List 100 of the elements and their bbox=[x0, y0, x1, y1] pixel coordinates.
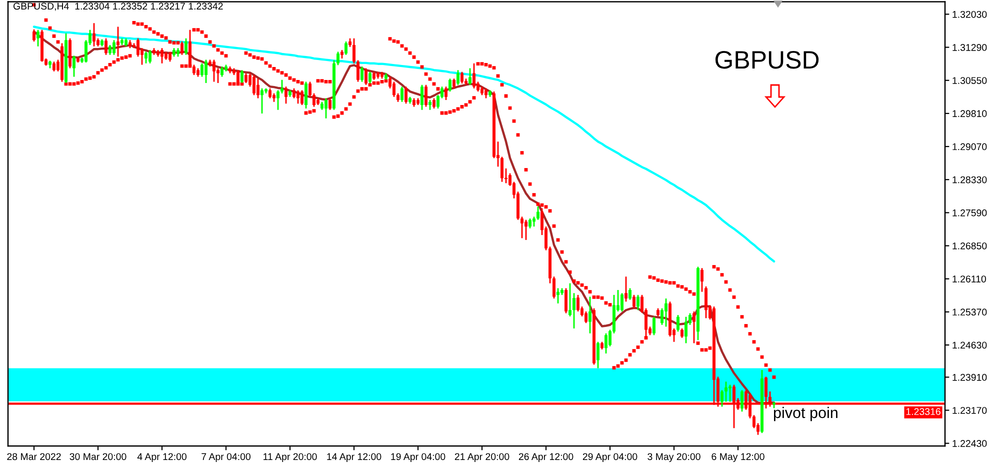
candlestick bbox=[308, 81, 312, 98]
candlestick bbox=[680, 328, 684, 339]
candlestick bbox=[312, 92, 316, 108]
y-tick-label: 1.31290 bbox=[952, 44, 987, 51]
x-tick-label: 7 Apr 04:00 bbox=[202, 453, 250, 462]
annotation: GBPUSD bbox=[715, 51, 819, 69]
candlestick bbox=[740, 389, 744, 412]
candlestick bbox=[752, 414, 756, 429]
candlestick bbox=[324, 98, 328, 120]
x-tick-label: 6 May 12:00 bbox=[712, 453, 764, 462]
candlestick bbox=[524, 219, 528, 241]
x-tick-label: 21 Apr 20:00 bbox=[454, 453, 510, 462]
candlestick bbox=[460, 71, 464, 84]
candlestick bbox=[500, 156, 504, 183]
x-tick-label: 3 May 20:00 bbox=[648, 453, 700, 462]
candlestick bbox=[204, 59, 208, 84]
candlestick bbox=[200, 62, 204, 78]
candlestick bbox=[572, 292, 576, 330]
candlestick bbox=[360, 66, 364, 82]
candlestick bbox=[624, 276, 628, 302]
candlestick bbox=[552, 276, 556, 300]
annotation: pivot poin bbox=[774, 406, 838, 422]
candlestick bbox=[280, 79, 284, 94]
candlestick bbox=[276, 90, 280, 111]
y-tick-label: 1.27590 bbox=[952, 209, 987, 216]
ref-line-label: 1.23316 bbox=[906, 408, 940, 416]
y-tick-label: 1.29070 bbox=[952, 143, 987, 150]
candlestick bbox=[392, 81, 396, 98]
candlestick bbox=[528, 218, 532, 230]
y-tick-label: 1.23170 bbox=[952, 406, 987, 414]
candlestick bbox=[700, 267, 704, 292]
candlestick bbox=[604, 332, 608, 354]
candlestick bbox=[244, 72, 248, 84]
candlestick bbox=[400, 86, 404, 103]
candlestick bbox=[32, 28, 36, 42]
x-tick-label: 29 Apr 04:00 bbox=[582, 453, 638, 462]
candlestick bbox=[188, 29, 192, 66]
candlestick bbox=[628, 288, 632, 301]
candlestick bbox=[724, 380, 728, 402]
candlestick bbox=[584, 310, 588, 324]
candlestick bbox=[444, 86, 448, 101]
candlestick bbox=[472, 62, 476, 90]
candlestick bbox=[428, 99, 432, 111]
candlestick bbox=[652, 316, 656, 336]
candlestick bbox=[92, 22, 96, 48]
candlestick bbox=[136, 38, 140, 58]
candlestick bbox=[192, 64, 196, 76]
candlestick bbox=[356, 60, 360, 82]
y-tick-label: 1.30550 bbox=[952, 77, 987, 84]
candlestick bbox=[108, 44, 112, 56]
candlestick bbox=[212, 59, 216, 82]
candlestick bbox=[664, 298, 668, 328]
y-tick-label: 1.26110 bbox=[952, 276, 986, 282]
candlestick bbox=[452, 78, 456, 90]
chart-title: GBPUSD,H4 1.23304 1.23352 1.23217 1.23342 bbox=[13, 2, 223, 11]
candlestick bbox=[636, 294, 640, 311]
candlestick bbox=[252, 74, 256, 96]
candlestick bbox=[692, 310, 696, 344]
candlestick bbox=[520, 216, 524, 239]
candlestick bbox=[352, 38, 356, 64]
candlestick bbox=[180, 40, 184, 56]
candlestick bbox=[536, 206, 540, 221]
candlestick bbox=[148, 49, 152, 64]
candlestick bbox=[448, 78, 452, 92]
candlestick bbox=[116, 26, 120, 58]
y-tick-label: 1.24630 bbox=[952, 342, 987, 349]
candlestick bbox=[468, 68, 472, 86]
y-tick-label: 1.23910 bbox=[952, 374, 987, 381]
candlestick bbox=[364, 68, 368, 86]
candlestick bbox=[576, 294, 580, 312]
candlestick bbox=[620, 292, 624, 312]
candlestick bbox=[220, 66, 224, 78]
candlestick bbox=[184, 38, 188, 56]
candlestick bbox=[720, 389, 724, 408]
candlestick bbox=[596, 341, 600, 369]
candlestick bbox=[564, 288, 568, 314]
candlestick bbox=[456, 69, 460, 86]
candlestick bbox=[660, 308, 664, 326]
candlestick bbox=[328, 98, 332, 111]
y-tick-label: 1.28330 bbox=[952, 176, 987, 184]
candlestick bbox=[704, 286, 708, 319]
y-tick-label: 1.29810 bbox=[952, 110, 987, 118]
x-tick-label: 19 Apr 04:00 bbox=[391, 453, 446, 462]
candlestick bbox=[168, 51, 172, 62]
candlestick bbox=[404, 86, 408, 104]
candlestick bbox=[676, 314, 680, 332]
candlestick bbox=[424, 84, 428, 108]
candlestick bbox=[260, 88, 264, 114]
x-tick-label: 30 Mar 20:00 bbox=[70, 453, 126, 460]
candlestick bbox=[236, 69, 240, 84]
candlestick bbox=[72, 55, 76, 78]
candlestick bbox=[112, 39, 116, 56]
candlestick bbox=[240, 69, 244, 84]
x-tick-label: 28 Mar 2022 bbox=[7, 453, 61, 460]
candlestick bbox=[420, 84, 424, 111]
candlestick bbox=[284, 86, 288, 104]
candlestick bbox=[292, 88, 296, 99]
candlestick bbox=[728, 384, 732, 402]
y-tick-label: 1.32030 bbox=[952, 10, 987, 18]
candlestick bbox=[532, 216, 536, 228]
